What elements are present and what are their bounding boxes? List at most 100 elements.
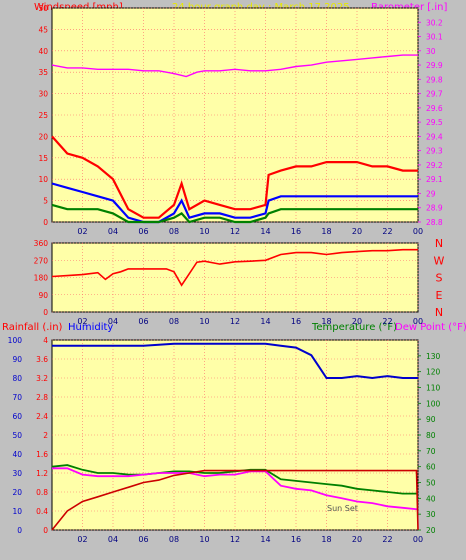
- temperature-tick-label: 130: [426, 352, 441, 361]
- humidity-axis-label: Humidity: [68, 322, 113, 333]
- direction-x-tick-label: 16: [291, 317, 301, 326]
- barometer-line: [51, 54, 418, 78]
- rainfall-line: [51, 469, 419, 531]
- humidity-tick-label: 100: [8, 336, 23, 345]
- rainfall-tick-label: 2: [43, 431, 48, 440]
- rainfall-axis-label: Rainfall (.in): [2, 322, 63, 333]
- direction-x-tick-label: 00: [413, 317, 423, 326]
- barometer-tick-label: 29.3: [426, 147, 443, 156]
- wind-x-tick-label: 04: [108, 227, 118, 236]
- barometer-tick-label: 28.9: [426, 204, 443, 213]
- barometer-tick-label: 30.1: [426, 33, 443, 42]
- direction-tick-label: 90: [38, 291, 48, 300]
- humidity-tick-label: 30: [12, 469, 22, 478]
- rainfall-tick-label: 3.6: [36, 355, 48, 364]
- windspeed-tick-label: 35: [38, 68, 48, 77]
- barometer-tick-label: 30.2: [426, 18, 443, 27]
- direction-x-tick-label: 12: [230, 317, 240, 326]
- humidity-line: [52, 342, 418, 380]
- wind-x-tick-label: 12: [230, 227, 240, 236]
- wind-direction-line: [51, 248, 418, 287]
- windspeed-tick-label: 0: [43, 218, 48, 227]
- rain-temp-x-tick-label: 12: [230, 535, 240, 544]
- humidity-tick-label: 50: [12, 431, 22, 440]
- rain-temp-x-tick-label: 00: [413, 535, 423, 544]
- direction-x-tick-label: 04: [108, 317, 118, 326]
- windspeed-tick-label: 10: [38, 175, 48, 184]
- wind-high-line: [51, 182, 418, 224]
- wind-x-tick-label: 20: [352, 227, 362, 236]
- gust-line: [51, 135, 418, 219]
- rain-temp-x-tick-label: 14: [260, 535, 270, 544]
- barometer-tick-label: 29.6: [426, 104, 443, 113]
- plot-panels: [51, 7, 419, 531]
- wind-x-tick-label: 18: [321, 227, 331, 236]
- rain-temp-x-tick-label: 06: [138, 535, 148, 544]
- rain-temp-x-tick-label: 18: [321, 535, 331, 544]
- barometer-tick-label: 29.1: [426, 175, 443, 184]
- compass-label: W: [434, 254, 445, 267]
- wind-x-tick-label: 10: [199, 227, 209, 236]
- barometer-tick-label: 29.7: [426, 90, 443, 99]
- wind-x-tick-label: 08: [169, 227, 179, 236]
- humidity-tick-label: 40: [12, 450, 22, 459]
- rainfall-tick-label: 3.2: [36, 374, 48, 383]
- windspeed-tick-label: 20: [38, 132, 48, 141]
- dew-point-axis-label: Dew Point (°F): [395, 322, 466, 333]
- temperature-tick-label: 90: [426, 415, 436, 424]
- temperature-tick-label: 70: [426, 447, 436, 456]
- rainfall-tick-label: 0.8: [36, 488, 48, 497]
- direction-x-tick-label: 18: [321, 317, 331, 326]
- temperature-tick-label: 110: [426, 384, 441, 393]
- barometer-tick-label: 29.2: [426, 161, 443, 170]
- barometer-tick-label: 29.8: [426, 75, 443, 84]
- rain-temp-x-tick-label: 20: [352, 535, 362, 544]
- sun-set-annotation: Sun Set: [327, 504, 358, 513]
- barometer-tick-label: 30: [426, 47, 436, 56]
- compass-label: N: [435, 237, 443, 250]
- humidity-tick-label: 80: [12, 374, 22, 383]
- temperature-tick-label: 50: [426, 479, 436, 488]
- direction-x-tick-label: 08: [169, 317, 179, 326]
- rainfall-tick-label: 1.6: [36, 450, 48, 459]
- wind-x-tick-label: 06: [138, 227, 148, 236]
- temperature-tick-label: 120: [426, 368, 441, 377]
- temperature-tick-label: 20: [426, 526, 436, 535]
- direction-x-tick-label: 02: [77, 317, 87, 326]
- rainfall-tick-label: 2.8: [36, 393, 48, 402]
- direction-x-tick-label: 06: [138, 317, 148, 326]
- temperature-tick-label: 30: [426, 510, 436, 519]
- barometer-tick-label: 29.4: [426, 132, 443, 141]
- temperature-tick-label: 80: [426, 431, 436, 440]
- windspeed-tick-label: 5: [43, 197, 48, 206]
- rain-temp-x-tick-label: 02: [77, 535, 87, 544]
- windspeed-tick-label: 45: [38, 25, 48, 34]
- rain-temp-x-tick-label: 16: [291, 535, 301, 544]
- wind-average-line: [51, 203, 418, 224]
- temperature-tick-label: 60: [426, 463, 436, 472]
- rainfall-tick-label: 4: [43, 336, 48, 345]
- barometer-tick-label: 29.5: [426, 118, 443, 127]
- humidity-tick-label: 0: [17, 526, 22, 535]
- rainfall-tick-label: 0.4: [36, 507, 48, 516]
- compass-label: E: [436, 289, 443, 302]
- compass-label: N: [435, 306, 443, 319]
- rain-temp-x-tick-label: 10: [199, 535, 209, 544]
- barometer-tick-label: 29: [426, 189, 436, 198]
- rain-temp-x-tick-label: 08: [169, 535, 179, 544]
- dew-point-line: [52, 467, 419, 511]
- temperature-tick-label: 40: [426, 494, 436, 503]
- rainfall-tick-label: 0: [43, 526, 48, 535]
- barometer-tick-label: 29.9: [426, 61, 443, 70]
- windspeed-tick-label: 25: [38, 111, 48, 120]
- humidity-tick-label: 60: [12, 412, 22, 421]
- windspeed-tick-label: 30: [38, 90, 48, 99]
- wind-x-tick-label: 22: [382, 227, 392, 236]
- rainfall-tick-label: 2.4: [36, 412, 48, 421]
- direction-x-tick-label: 10: [199, 317, 209, 326]
- wind-x-tick-label: 14: [260, 227, 270, 236]
- direction-x-tick-label: 22: [382, 317, 392, 326]
- series-lines: [51, 54, 419, 531]
